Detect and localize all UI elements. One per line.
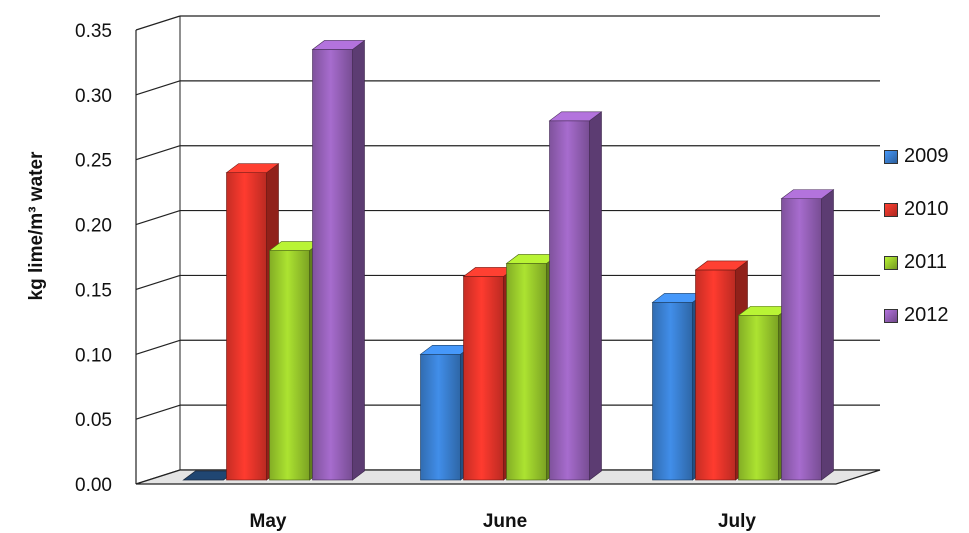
bar-top-face <box>311 40 366 50</box>
bar-side-face <box>821 189 834 481</box>
bar-top-face <box>780 189 835 199</box>
gridline-depth <box>135 274 181 291</box>
bar-may-2012 <box>311 39 366 481</box>
bar-side-face <box>589 111 602 481</box>
gridline-depth <box>135 209 181 226</box>
bar-front-face <box>549 120 590 481</box>
y-tick-label: 0.35 <box>75 21 112 42</box>
bar-front-face <box>420 353 461 481</box>
bar-side-face <box>352 39 365 481</box>
gridline-depth <box>135 145 181 161</box>
bars <box>182 39 835 481</box>
bar-june-2012 <box>548 111 603 481</box>
legend-swatch <box>884 202 898 217</box>
x-category-label: May <box>250 511 287 532</box>
bar-july-2012 <box>780 189 835 481</box>
legend-swatch <box>884 308 898 323</box>
y-tick-label: 0.10 <box>75 345 112 366</box>
bar-front-face <box>738 315 779 481</box>
legend-label: 2012 <box>904 304 949 326</box>
y-tick-label: 0.05 <box>75 410 112 431</box>
y-tick-label: 0.25 <box>75 151 112 172</box>
legend-label: 2009 <box>904 145 949 167</box>
y-tick-label: 0.00 <box>75 475 112 496</box>
gridline-depth <box>135 80 181 96</box>
bar-front-face <box>312 49 353 481</box>
bar-front-face <box>226 172 267 481</box>
legend-item: 2011 <box>884 236 949 289</box>
legend-label: 2010 <box>904 198 949 220</box>
x-category-label: June <box>483 511 527 532</box>
gridline-depth <box>135 339 181 355</box>
legend-label: 2011 <box>904 251 948 273</box>
bar-front-face <box>695 269 736 481</box>
bar-top-face <box>548 111 603 122</box>
bar-top-face <box>225 163 280 173</box>
bar-front-face <box>269 250 310 481</box>
gridline-depth <box>135 15 181 31</box>
bar-front-face <box>463 276 504 481</box>
bar-top-face <box>694 260 749 271</box>
legend-item: 2010 <box>884 183 949 236</box>
legend-item: 2012 <box>884 289 949 342</box>
x-category-label: July <box>718 511 756 532</box>
bar-front-face <box>652 302 693 481</box>
legend: 2009 2010 2011 2012 <box>884 130 949 342</box>
gridline-depth <box>135 404 181 420</box>
bar-front-face <box>781 198 822 481</box>
legend-swatch <box>884 149 898 164</box>
legend-swatch <box>884 255 898 270</box>
y-tick-label: 0.20 <box>75 216 112 237</box>
bar-front-face <box>506 263 547 481</box>
labels: 0.00 0.05 0.10 0.15 0.20 0.25 0.30 0.35 May June J… <box>75 21 756 532</box>
y-tick-label: 0.30 <box>75 86 112 107</box>
axes <box>135 16 181 484</box>
y-tick-label: 0.15 <box>75 280 112 301</box>
y-axis-title: kg lime/m³ water <box>26 151 47 300</box>
legend-item: 2009 <box>884 130 949 183</box>
